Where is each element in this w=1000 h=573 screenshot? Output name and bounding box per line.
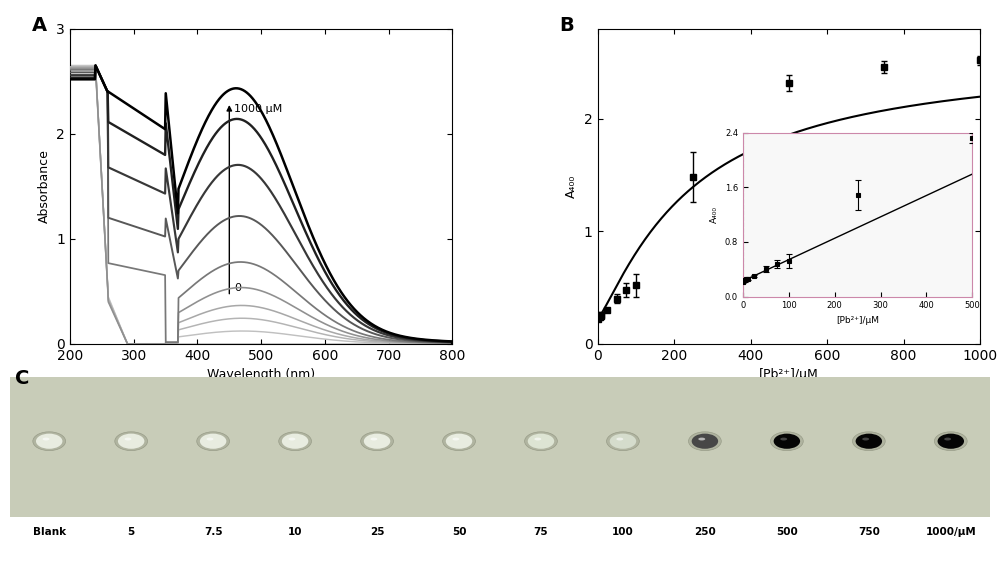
Ellipse shape [200, 434, 226, 449]
Y-axis label: A₄₀₀: A₄₀₀ [565, 175, 578, 198]
Ellipse shape [288, 438, 295, 441]
Ellipse shape [610, 434, 636, 449]
Text: C: C [15, 369, 29, 388]
Y-axis label: Absorbance: Absorbance [38, 150, 51, 223]
Text: 1000/μM: 1000/μM [925, 528, 976, 537]
Ellipse shape [279, 432, 311, 450]
Ellipse shape [698, 438, 705, 441]
Text: 5: 5 [128, 528, 135, 537]
Ellipse shape [361, 432, 393, 450]
X-axis label: Wavelength (nm): Wavelength (nm) [207, 368, 315, 381]
Ellipse shape [43, 438, 50, 441]
Text: 500: 500 [776, 528, 798, 537]
Ellipse shape [774, 434, 800, 449]
X-axis label: [Pb²⁺]/μM: [Pb²⁺]/μM [759, 368, 819, 381]
Ellipse shape [207, 438, 213, 441]
Text: 0: 0 [234, 284, 241, 293]
Ellipse shape [607, 432, 639, 450]
Text: 25: 25 [370, 528, 384, 537]
Ellipse shape [534, 438, 541, 441]
Ellipse shape [197, 432, 230, 450]
Text: Blank: Blank [33, 528, 66, 537]
Bar [10, 377, 990, 517]
Ellipse shape [525, 432, 557, 450]
Text: 250: 250 [694, 528, 716, 537]
Ellipse shape [856, 434, 882, 449]
Text: 750: 750 [858, 528, 880, 537]
Ellipse shape [689, 432, 721, 450]
Text: 10: 10 [288, 528, 302, 537]
Text: 100: 100 [612, 528, 634, 537]
Ellipse shape [944, 438, 951, 441]
Text: 75: 75 [534, 528, 548, 537]
Ellipse shape [934, 432, 967, 450]
Ellipse shape [528, 434, 554, 449]
Ellipse shape [770, 432, 803, 450]
Ellipse shape [364, 434, 390, 449]
Ellipse shape [443, 432, 475, 450]
Ellipse shape [780, 438, 787, 441]
Ellipse shape [852, 432, 885, 450]
Ellipse shape [616, 438, 623, 441]
Ellipse shape [370, 438, 377, 441]
Ellipse shape [118, 434, 144, 449]
Ellipse shape [938, 434, 964, 449]
Ellipse shape [446, 434, 472, 449]
Ellipse shape [862, 438, 869, 441]
Ellipse shape [125, 438, 131, 441]
Text: B: B [559, 16, 574, 35]
Ellipse shape [33, 432, 66, 450]
Ellipse shape [282, 434, 308, 449]
Ellipse shape [452, 438, 459, 441]
Ellipse shape [36, 434, 62, 449]
Text: 1000 μM: 1000 μM [234, 104, 283, 114]
Text: 7.5: 7.5 [204, 528, 222, 537]
Ellipse shape [115, 432, 148, 450]
Text: 50: 50 [452, 528, 466, 537]
Text: A: A [32, 16, 47, 35]
Ellipse shape [692, 434, 718, 449]
